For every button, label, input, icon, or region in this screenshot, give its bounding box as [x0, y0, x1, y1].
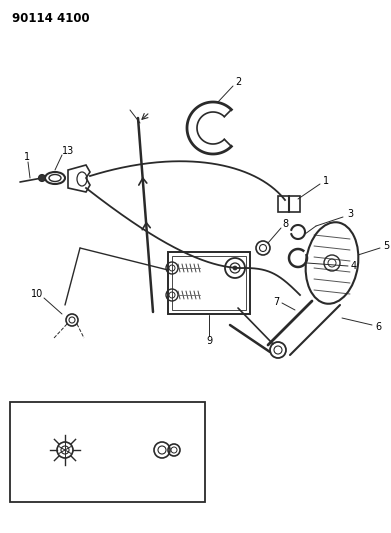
Text: 7: 7	[273, 297, 279, 307]
Text: 1: 1	[323, 176, 329, 186]
Bar	[172, 256, 246, 310]
Text: 12: 12	[183, 406, 195, 416]
Circle shape	[38, 174, 45, 182]
Text: 5: 5	[383, 241, 389, 251]
Text: W/ISOLATOR: W/ISOLATOR	[79, 481, 136, 490]
Text: 4: 4	[351, 261, 357, 271]
Text: 2: 2	[235, 77, 241, 87]
Text: 3: 3	[347, 209, 353, 219]
Text: 10: 10	[31, 289, 43, 299]
Bar	[278, 196, 300, 212]
Text: 90114 4100: 90114 4100	[12, 12, 90, 25]
Text: 11: 11	[54, 407, 66, 417]
Text: 8: 8	[282, 219, 288, 229]
Text: 9: 9	[206, 336, 212, 346]
Circle shape	[233, 266, 237, 270]
Bar	[10, 402, 205, 502]
Text: 13: 13	[62, 146, 74, 156]
Bar	[168, 252, 250, 314]
Text: 1: 1	[24, 152, 30, 162]
Text: 6: 6	[375, 322, 381, 332]
